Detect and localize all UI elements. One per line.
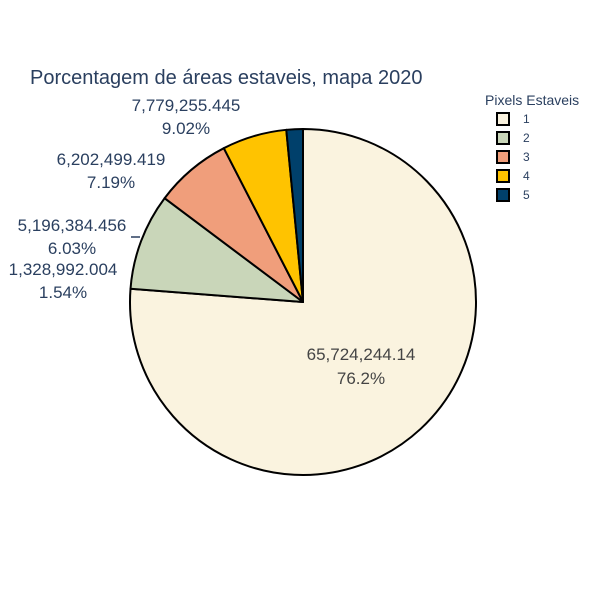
slice-percent-label-1: 76.2% — [337, 369, 385, 388]
slice-percent-label-3: 7.19% — [87, 173, 135, 192]
slice-value-label-5: 1,328,992.004 — [9, 260, 118, 279]
pie-slices — [129, 128, 477, 476]
pie-slice-2 — [129, 197, 304, 303]
slice-percent-label-5: 1.54% — [39, 283, 87, 302]
slice-percent-label-2: 9.02% — [162, 119, 210, 138]
legend: Pixels Estaveis 1 2 3 4 5 — [485, 92, 579, 202]
legend-swatch-4[interactable] — [496, 169, 510, 183]
legend-label-4[interactable]: 4 — [523, 169, 530, 183]
slice-value-label-2: 7,779,255.445 — [132, 96, 241, 115]
legend-label-1[interactable]: 1 — [523, 112, 530, 126]
legend-label-5[interactable]: 5 — [523, 188, 530, 202]
pie-labels: 65,724,244.14 76.2% 7,779,255.445 9.02% 6,20… — [9, 96, 416, 388]
legend-label-3[interactable]: 3 — [523, 150, 530, 164]
chart-title: Porcentagem de áreas estaveis, mapa 2020 — [30, 67, 422, 89]
legend-swatch-2[interactable] — [496, 131, 510, 145]
slice-value-label-1: 65,724,244.14 — [307, 345, 416, 364]
slice-value-label-3: 6,202,499.419 — [57, 150, 166, 169]
legend-swatch-3[interactable] — [496, 150, 510, 164]
legend-swatch-1[interactable] — [496, 112, 510, 126]
legend-swatch-5[interactable] — [496, 188, 510, 202]
slice-percent-label-4: 6.03% — [48, 239, 96, 258]
legend-title: Pixels Estaveis — [485, 92, 579, 108]
slice-value-label-4: 5,196,384.456 — [18, 216, 127, 235]
pie-slice-5 — [285, 128, 304, 303]
legend-label-2[interactable]: 2 — [523, 131, 530, 145]
